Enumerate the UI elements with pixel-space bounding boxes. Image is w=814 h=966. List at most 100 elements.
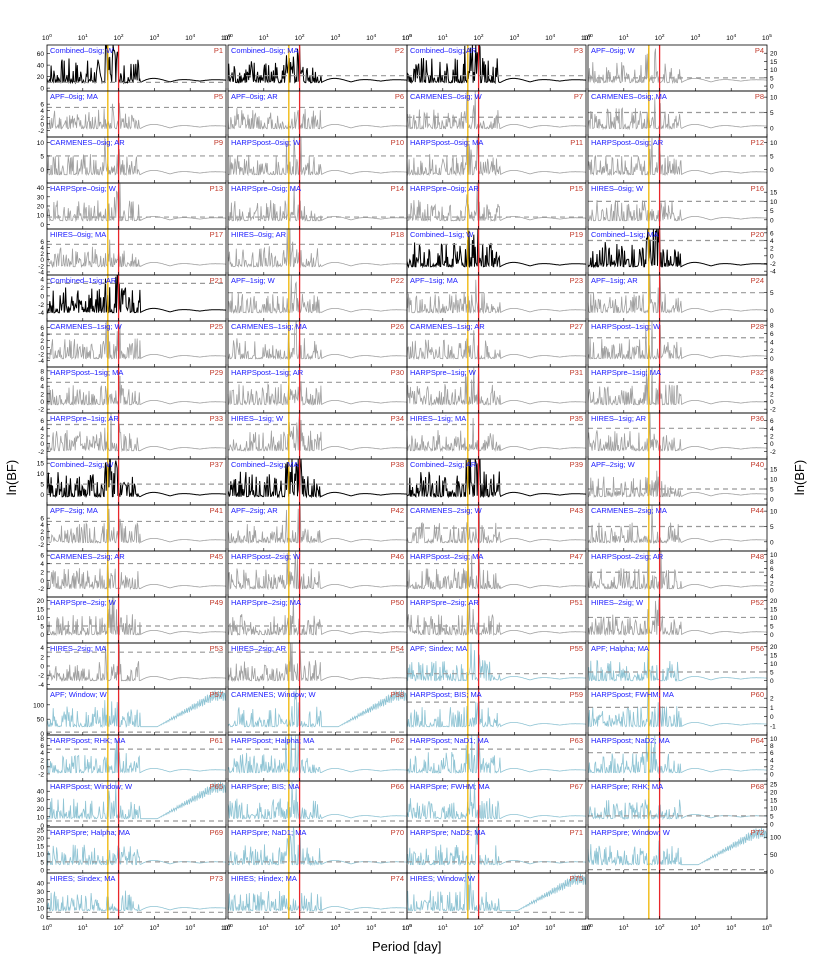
panel-title-P37: Combined–2sig; W xyxy=(50,460,114,469)
top-x-tick-label-3-0: 100 xyxy=(583,33,593,42)
y-tick-label-P69-5: 25 xyxy=(37,828,45,835)
panel-id-P30: P30 xyxy=(391,368,404,377)
bottom-x-tick-label-3-3: 103 xyxy=(690,923,700,932)
y-tick-label-P29-0: -2 xyxy=(38,407,44,414)
panel-id-P67: P67 xyxy=(570,782,583,791)
series-line-P27 xyxy=(406,330,586,361)
y-tick-label-P49-3: 10 xyxy=(37,615,45,622)
y-tick-label-P13-1: 10 xyxy=(37,213,45,220)
panel-P1: 0 20 40 60 Combined–0sig; W P1 xyxy=(37,44,227,93)
y-tick-label-P32-3: 4 xyxy=(770,384,774,391)
series-line-P34 xyxy=(227,412,407,452)
panel-title-P11: HARPSpost–0sig; MA xyxy=(410,138,483,147)
y-tick-label-P68-3: 15 xyxy=(770,798,778,805)
panel-id-P65: P65 xyxy=(210,782,223,791)
top-x-tick-label-1-2: 102 xyxy=(295,33,305,42)
y-tick-label-P45-5: 6 xyxy=(40,553,44,560)
panel-id-P16: P16 xyxy=(751,184,764,193)
series-line-P28 xyxy=(587,320,767,361)
panel-title-P18: HIRES–0sig; AR xyxy=(231,230,287,239)
series-line-P61 xyxy=(46,738,226,774)
bottom-x-tick-label-2-0: 100 xyxy=(402,923,412,932)
panel-title-P4: APF–0sig; W xyxy=(591,46,636,55)
y-tick-label-P32-1: 0 xyxy=(770,399,774,406)
panel-P30: HARPSpost–1sig; AR P30 xyxy=(227,366,408,414)
y-tick-label-P33-1: -2 xyxy=(38,449,44,456)
y-tick-label-P64-5: 8 xyxy=(770,743,774,750)
panel-P75: HIRES; Window; W P75 xyxy=(406,872,587,920)
y-tick-label-P41-2: 0 xyxy=(40,535,44,542)
panel-P45: -20 246 CARMENES–2sig; AR P45 xyxy=(38,550,227,598)
y-tick-label-P25-2: -2 xyxy=(38,351,44,358)
series-line-P8 xyxy=(587,97,767,131)
panel-title-P45: CARMENES–2sig; AR xyxy=(50,552,125,561)
y-tick-label-P4-3: 15 xyxy=(770,59,778,66)
y-tick-label-P53-3: 2 xyxy=(40,654,44,661)
panel-title-P7: CARMENES–0sig; W xyxy=(410,92,483,101)
panel-title-P59: HARPSpost; BIS; MA xyxy=(410,690,482,699)
y-tick-label-P45-4: 4 xyxy=(40,561,44,568)
y-tick-label-P4-1: 5 xyxy=(770,75,774,82)
y-tick-label-P37-1: 0 xyxy=(40,492,44,499)
panel-title-P1: Combined–0sig; W xyxy=(50,46,114,55)
top-x-tick-label-1-3: 103 xyxy=(330,33,340,42)
panel-P71: HARPSpre; NaD2; MA P71 xyxy=(406,826,587,874)
panel-P23: APF–1sig; MA P23 xyxy=(406,274,587,322)
panel-title-P53: HIRES–2sig; MA xyxy=(50,644,106,653)
y-tick-label-P33-4: 4 xyxy=(40,426,44,433)
panel-title-P6: APF–0sig; AR xyxy=(231,92,278,101)
panel-title-P5: APF–0sig; MA xyxy=(50,92,98,101)
panel-P11: HARPSpost–0sig; MA P11 xyxy=(406,136,587,184)
panel-id-P61: P61 xyxy=(210,736,223,745)
y-tick-label-P8-0: 0 xyxy=(770,125,774,132)
panel-id-P52: P52 xyxy=(751,598,764,607)
y-tick-label-P64-3: 4 xyxy=(770,757,774,764)
panel-id-P29: P29 xyxy=(210,368,223,377)
series-line-P13 xyxy=(46,182,226,223)
y-tick-label-P36-3: 2 xyxy=(770,434,774,441)
y-tick-label-P1-1: 20 xyxy=(37,74,45,81)
series-line-P31 xyxy=(406,366,586,407)
panel-id-P75: P75 xyxy=(570,874,583,883)
panel-P28: 02 468 HARPSpost–1sig; W P28 xyxy=(587,320,774,368)
panel-id-P44: P44 xyxy=(751,506,764,515)
panel-P72: 0 50 100 HARPSpre; Window; W P72 xyxy=(587,826,781,876)
y-tick-label-P9-1: 0 xyxy=(40,167,44,174)
panel-P62: HARPSpost; Halpha; MA P62 xyxy=(227,734,408,782)
y-tick-label-P52-5: 20 xyxy=(770,598,778,605)
y-tick-label-P61-6: 8 xyxy=(40,736,44,743)
panel-P46: HARPSpost–2sig; W P46 xyxy=(227,550,408,598)
series-line-P73 xyxy=(46,890,226,912)
y-tick-label-P60-4: 2 xyxy=(770,696,774,703)
y-tick-label-P37-3: 10 xyxy=(37,471,45,478)
panel-title-P64: HARPSpost; NaD2; MA xyxy=(591,736,670,745)
panel-title-P48: HARPSpost–2sig; AR xyxy=(591,552,664,561)
panel-P13: 0 10 20 30 40 HARPSpre–0sig; W P13 xyxy=(37,182,227,230)
panel-id-P64: P64 xyxy=(751,736,764,745)
panel-title-P34: HIRES–1sig; W xyxy=(231,414,284,423)
panel-title-P67: HARPSpre; FWHM; MA xyxy=(410,782,490,791)
y-tick-label-P44-2: 10 xyxy=(770,509,778,516)
panel-id-P69: P69 xyxy=(210,828,223,837)
panel-id-P32: P32 xyxy=(751,368,764,377)
panel-title-P38: Combined–2sig; MA xyxy=(231,460,299,469)
panel-P44: 0 5 10 CARMENES–2sig; MA P44 xyxy=(587,504,778,552)
series-line-P37 xyxy=(46,458,226,499)
panel-title-P17: HIRES–0sig; MA xyxy=(50,230,106,239)
panel-id-P35: P35 xyxy=(570,414,583,423)
bottom-x-tick-label-3-5: 105 xyxy=(762,923,772,932)
bottom-x-tick-label-2-4: 104 xyxy=(545,923,555,932)
series-line-P48 xyxy=(587,550,767,591)
y-tick-label-P28-5: 8 xyxy=(770,323,774,330)
y-axis-label-left: ln(BF) xyxy=(4,459,20,496)
y-tick-label-P49-5: 20 xyxy=(37,598,45,605)
y-tick-label-P33-3: 2 xyxy=(40,434,44,441)
panel-id-P12: P12 xyxy=(751,138,764,147)
series-line-P43 xyxy=(406,507,586,545)
panel-id-P14: P14 xyxy=(391,184,404,193)
